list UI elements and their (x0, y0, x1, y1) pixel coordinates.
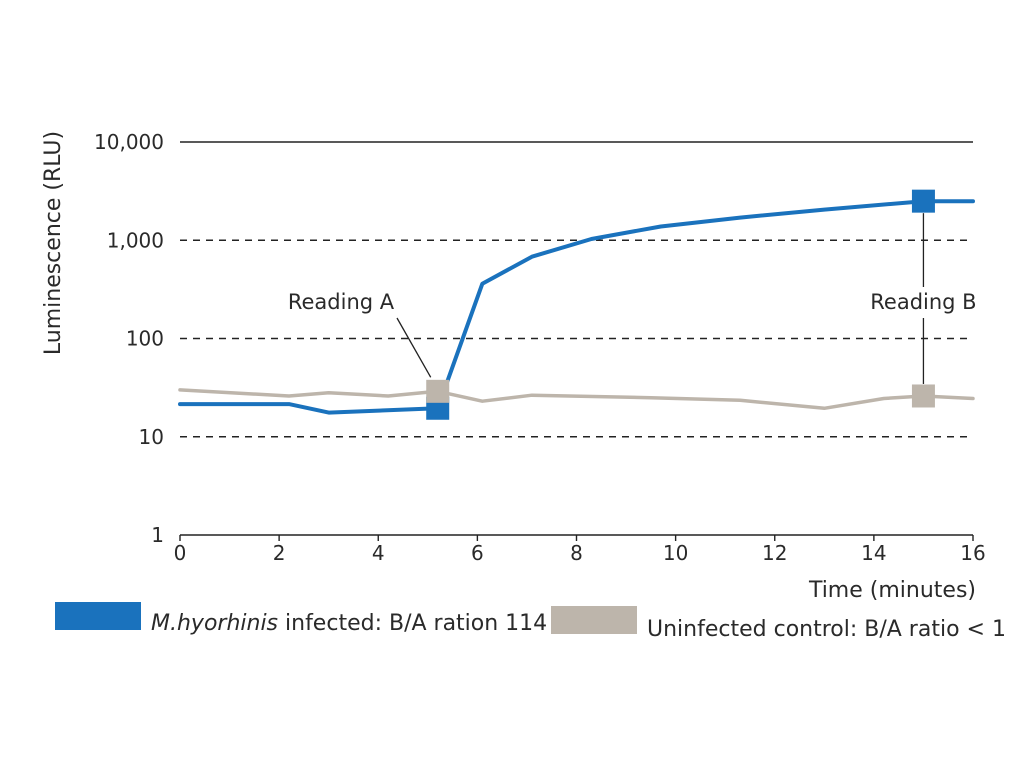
legend-label-control: Uninfected control: B/A ratio < 1 (647, 617, 1006, 642)
series-line-control (178, 388, 975, 411)
x-tick-label: 16 (960, 541, 985, 565)
x-tick-label: 2 (273, 541, 286, 565)
series-line-infected (178, 199, 975, 415)
x-axis-title: Time (minutes) (808, 578, 976, 603)
y-tick-label: 1 (151, 523, 164, 547)
reading-markers (426, 189, 935, 420)
x-tick-label: 12 (762, 541, 787, 565)
annotation-leader-a (396, 317, 432, 378)
legend-swatch-infected (55, 602, 141, 630)
legend-label-infected-text: infected: B/A ration 114 (278, 611, 547, 636)
axes: 1 10 100 1,000 10,000 0 2 4 6 8 10 12 14 16 (94, 130, 986, 565)
reading-marker-infected (911, 189, 935, 213)
legend-label-infected: M.hyorhinis infected: B/A ration 114 (151, 611, 547, 636)
y-axis-title: Luminescence (RLU) (41, 131, 66, 355)
x-tick-label: 0 (174, 541, 187, 565)
y-tick-label: 1,000 (107, 228, 164, 252)
x-tick-label: 14 (861, 541, 886, 565)
x-tick-label: 8 (570, 541, 583, 565)
y-tick-label: 100 (126, 327, 164, 351)
x-tick-label: 10 (663, 541, 688, 565)
grid-lines (180, 141, 973, 438)
legend: M.hyorhinis infected: B/A ration 114 Uni… (55, 602, 1006, 642)
y-tick-label: 10 (139, 425, 164, 449)
annotation-reading-a: Reading A (288, 290, 395, 314)
legend-label-infected-italic: M.hyorhinis (151, 611, 278, 636)
reading-marker-control (426, 379, 450, 403)
reading-marker-control (911, 384, 935, 408)
x-tick-label: 6 (471, 541, 484, 565)
legend-swatch-control (551, 606, 637, 634)
series-lines (178, 199, 975, 415)
annotation-reading-b: Reading B (870, 290, 976, 314)
annotations: Reading A Reading B (288, 213, 977, 384)
x-tick-label: 4 (372, 541, 385, 565)
y-tick-label: 10,000 (94, 130, 164, 154)
